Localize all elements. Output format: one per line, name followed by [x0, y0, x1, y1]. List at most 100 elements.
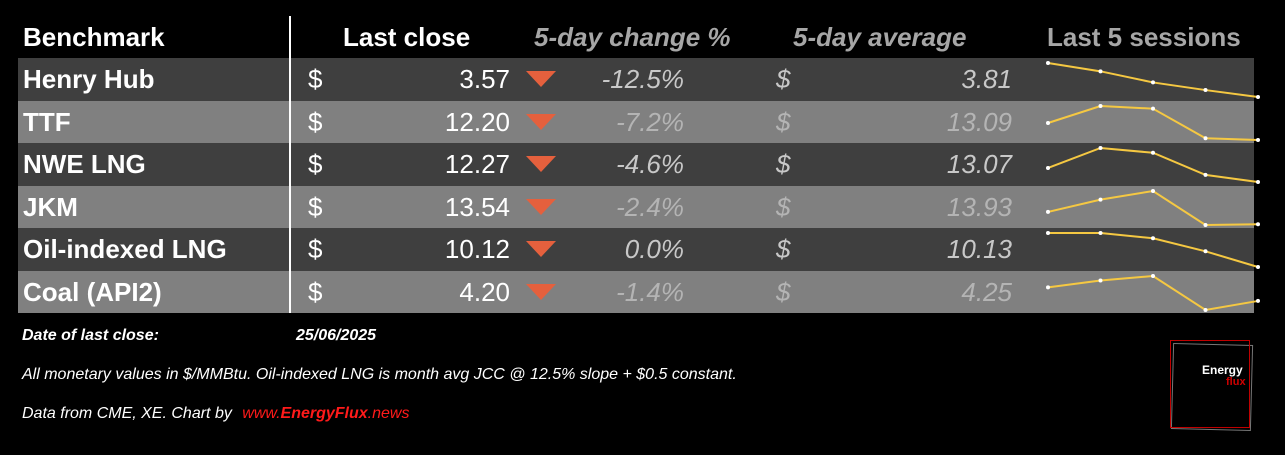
sparkline-series	[1047, 62, 1259, 98]
header-last-5-sessions: Last 5 sessions	[1047, 22, 1241, 52]
column-divider	[289, 58, 291, 101]
table-row: Oil-indexed LNG $ 10.12 0.0% $ 10.13	[18, 228, 1260, 271]
logo-frame-front	[1170, 340, 1250, 428]
last-close-value: 12.20	[444, 106, 510, 137]
sparkline-point	[1256, 298, 1260, 303]
sparkline-point	[1098, 231, 1103, 235]
benchmark-name: JKM	[23, 191, 78, 222]
column-divider	[289, 270, 291, 313]
column-divider	[289, 185, 291, 228]
sparkline-chart	[1046, 146, 1260, 184]
down-arrow-icon	[526, 71, 556, 87]
sparkline-point	[1256, 221, 1260, 226]
down-arrow-icon	[526, 283, 556, 300]
sparkline-point	[1098, 103, 1103, 108]
sparkline-point	[1098, 146, 1103, 150]
table-row: NWE LNG $ 12.27 -4.6% $ 13.07	[18, 143, 1260, 186]
last-close-value: 10.12	[444, 234, 510, 264]
change-value: -2.4%	[616, 191, 684, 222]
energyflux-logo: Energy flux	[1168, 338, 1254, 432]
average-value: 13.93	[946, 191, 1012, 222]
sparkline-point	[1151, 80, 1155, 85]
sparkline-point	[1151, 150, 1155, 155]
sparkline-series	[1047, 189, 1259, 226]
sparkline-series	[1047, 104, 1259, 141]
currency-symbol: $	[308, 276, 323, 307]
benchmark-name: NWE LNG	[23, 149, 146, 179]
sparkline-point	[1151, 273, 1155, 278]
average-currency-symbol: $	[776, 149, 791, 179]
down-arrow-icon	[526, 113, 556, 130]
brand-prefix: www.	[242, 405, 281, 422]
benchmark-name: Oil-indexed LNG	[23, 234, 227, 264]
sparkline-point	[1046, 231, 1050, 235]
currency-symbol: $	[308, 191, 323, 222]
average-currency-symbol: $	[776, 234, 791, 264]
sparkline-point	[1098, 278, 1103, 283]
sparkline-point	[1203, 172, 1208, 177]
column-divider	[289, 143, 291, 186]
sparkline-point	[1203, 135, 1208, 140]
sparkline-chart	[1046, 273, 1260, 312]
source-text: Data from CME, XE. Chart by	[22, 405, 232, 422]
column-divider	[289, 228, 291, 271]
header-divider	[289, 16, 291, 58]
average-value: 13.09	[946, 106, 1012, 137]
sparkline-point	[1098, 197, 1103, 202]
sparkline-point	[1098, 69, 1103, 74]
sparkline-point	[1203, 222, 1208, 227]
sparkline-chart	[1046, 103, 1260, 142]
change-value: -12.5%	[601, 64, 684, 94]
down-arrow-icon	[526, 198, 556, 215]
sparkline-point	[1151, 236, 1155, 241]
change-value: -4.6%	[616, 149, 684, 179]
source-note: Data from CME, XE. Chart by www.EnergyFl…	[22, 405, 409, 423]
brand-link[interactable]: www.EnergyFlux.news	[242, 405, 409, 422]
sparkline-point	[1203, 249, 1208, 254]
table-row: JKM $ 13.54 -2.4% $ 13.93	[18, 185, 1260, 228]
sparkline-point	[1203, 88, 1208, 93]
last-close-value: 13.54	[444, 191, 510, 222]
sparkline-point	[1256, 265, 1260, 269]
brand-suffix: .news	[367, 405, 410, 422]
header-5day-change: 5-day change %	[534, 22, 731, 52]
table-row: TTF $ 12.20 -7.2% $ 13.09	[18, 100, 1260, 143]
date-value: 25/06/2025	[296, 327, 377, 344]
sparkline-point	[1046, 61, 1050, 65]
sparkline-point	[1256, 137, 1260, 142]
date-label: Date of last close:	[22, 327, 159, 344]
header-5day-average: 5-day average	[793, 22, 967, 52]
average-currency-symbol: $	[776, 191, 791, 222]
sparkline-point	[1046, 209, 1050, 214]
last-close-value: 12.27	[444, 149, 510, 179]
average-currency-symbol: $	[776, 106, 791, 137]
sparkline-point	[1046, 284, 1050, 289]
average-value: 10.13	[946, 234, 1012, 264]
sparkline-point	[1256, 95, 1260, 99]
units-note: All monetary values in $/MMBtu. Oil-inde…	[22, 366, 737, 383]
table-row: Henry Hub $ 3.57 -12.5% $ 3.81	[18, 58, 1260, 101]
down-arrow-icon	[526, 241, 556, 257]
logo-word-flux: flux	[1226, 376, 1246, 388]
benchmark-name: Henry Hub	[23, 64, 155, 94]
last-close-value: 3.57	[459, 64, 510, 94]
currency-symbol: $	[308, 64, 323, 94]
change-value: -7.2%	[616, 106, 684, 137]
sparkline-point	[1046, 165, 1050, 170]
benchmark-table: Henry Hub $ 3.57 -12.5% $ 3.81 TTF $ 12.…	[18, 58, 1260, 313]
average-currency-symbol: $	[776, 276, 791, 307]
sparkline-chart	[1046, 61, 1260, 99]
change-value: 0.0%	[624, 234, 684, 264]
logo-word-energy: Energy	[1202, 363, 1243, 377]
sparkline-point	[1151, 106, 1155, 111]
header-benchmark: Benchmark	[23, 22, 165, 52]
benchmark-name: TTF	[23, 106, 71, 137]
sparkline-point	[1203, 307, 1208, 312]
header-last-close: Last close	[343, 22, 471, 52]
sparkline-point	[1151, 188, 1155, 193]
sparkline-chart	[1046, 188, 1260, 227]
average-currency-symbol: $	[776, 64, 791, 94]
average-value: 3.81	[961, 64, 1012, 94]
column-divider	[289, 100, 291, 143]
currency-symbol: $	[308, 234, 323, 264]
